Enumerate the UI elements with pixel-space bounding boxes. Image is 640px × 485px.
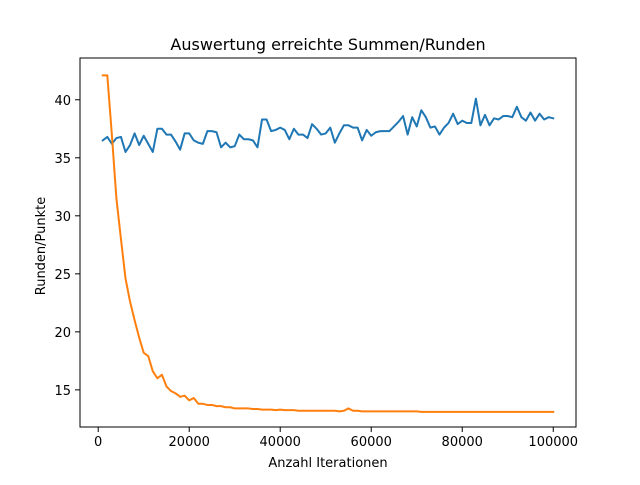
series-line-runden <box>101 74 555 413</box>
y-axis: 15 20 25 30 35 40 <box>54 94 80 399</box>
x-tick-label: 100000 <box>528 435 578 450</box>
x-axis-label: Anzahl Iterationen <box>268 456 387 471</box>
y-tick-label: 20 <box>54 326 71 341</box>
y-tick-label: 30 <box>54 210 71 225</box>
x-tick-label: 20000 <box>169 435 210 450</box>
y-axis-label: Runden/Punkte <box>34 197 49 296</box>
y-tick-label: 15 <box>54 384 71 399</box>
plot-area <box>79 57 577 428</box>
x-axis: 0 20000 40000 60000 80000 100000 <box>94 427 578 450</box>
x-tick-label: 40000 <box>260 435 301 450</box>
x-tick-label: 60000 <box>351 435 392 450</box>
y-tick-label: 25 <box>54 268 71 283</box>
plot-frame <box>79 57 577 428</box>
series-line-summen <box>101 97 555 153</box>
chart-title: Auswertung erreichte Summen/Runden <box>170 35 485 54</box>
x-tick-label: 80000 <box>442 435 483 450</box>
y-tick-label: 40 <box>54 94 71 109</box>
x-tick-label: 0 <box>94 435 102 450</box>
y-tick-label: 35 <box>54 152 71 167</box>
